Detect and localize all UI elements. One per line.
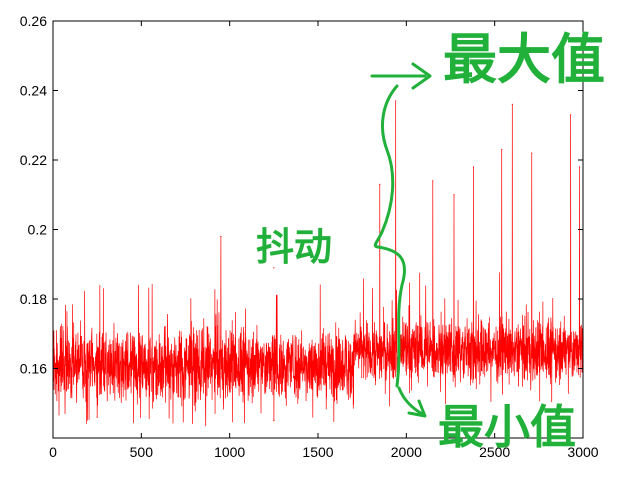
series-layer	[52, 100, 584, 427]
y-tick-label: 0.16	[20, 361, 47, 377]
y-tick-label: 0.18	[20, 291, 47, 307]
brace-mark	[373, 84, 406, 388]
annotation-min-label: 最小值	[438, 400, 576, 454]
axes-layer: 0 500 1000 1500 2000 2500 3000 0.16 0.18 0.2 0.22 0…	[20, 13, 599, 460]
peak-point	[578, 166, 581, 168]
y-tick-label: 0.22	[20, 152, 47, 168]
trough-point	[273, 420, 275, 422]
peak-point	[570, 114, 572, 116]
annotation-layer	[370, 62, 432, 418]
annotation-max-label: 最大值	[443, 28, 605, 91]
x-tick-label: 1000	[214, 444, 245, 460]
y-tick-label: 0.24	[20, 83, 47, 99]
x-tick-label: 2000	[391, 444, 422, 460]
trough-point	[96, 416, 98, 418]
annotation-jitter-label: 抖动	[256, 225, 332, 269]
peak-point	[501, 148, 503, 151]
peak-point	[220, 235, 222, 238]
peak-point	[273, 267, 275, 269]
peak-point	[531, 152, 533, 154]
peak-point	[453, 194, 455, 196]
x-tick-label: 1500	[302, 444, 333, 460]
peak-point	[395, 100, 397, 102]
peak-point	[379, 183, 381, 185]
peak-point	[511, 103, 513, 105]
y-tick-label: 0.26	[20, 13, 47, 29]
max-arrow	[370, 62, 432, 90]
x-tick-label: 0	[49, 444, 57, 460]
series-line	[52, 100, 584, 427]
x-tick-label: 3000	[567, 444, 598, 460]
peak-point	[472, 166, 475, 168]
peak-point	[432, 180, 434, 182]
x-tick-label: 2500	[479, 444, 510, 460]
y-tick-label: 0.2	[28, 222, 48, 238]
min-arrow	[397, 386, 427, 418]
x-tick-label: 500	[130, 444, 154, 460]
